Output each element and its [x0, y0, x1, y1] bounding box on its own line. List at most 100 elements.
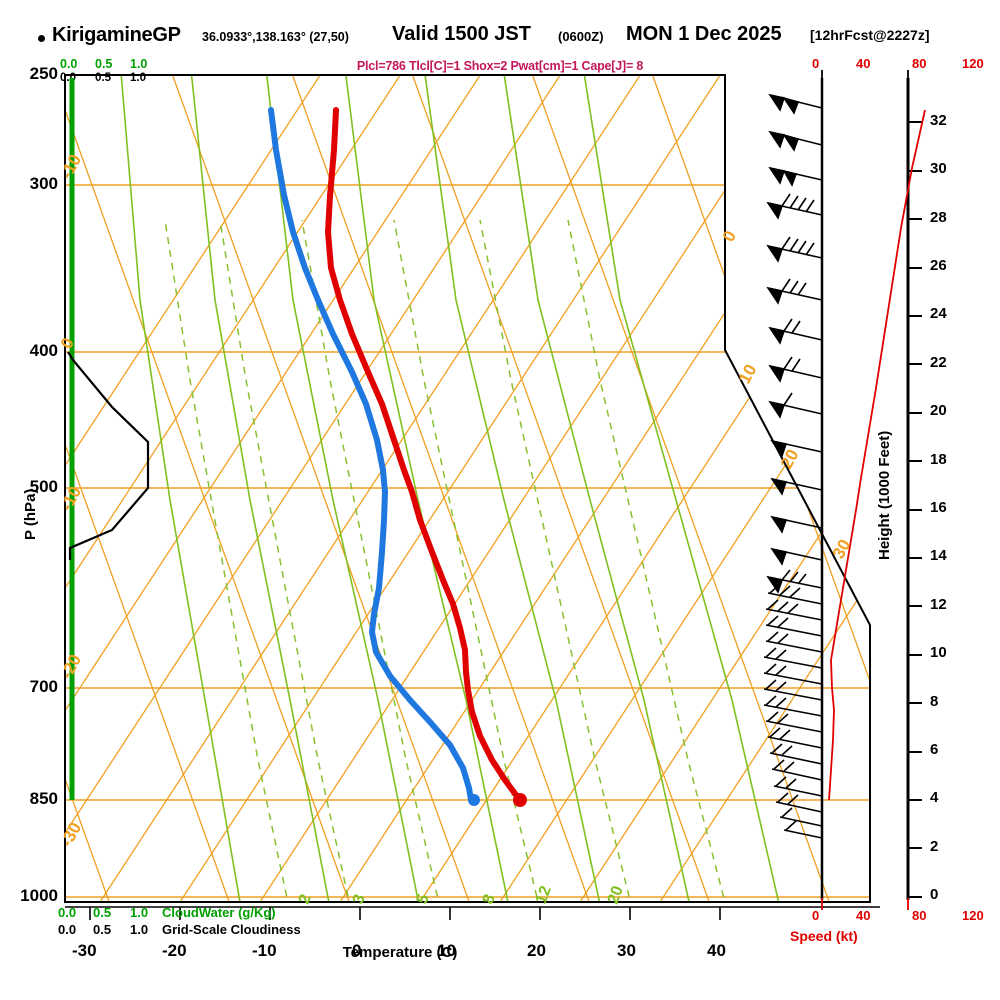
speed-axis-title: Speed (kt) [790, 928, 858, 944]
valid-date: MON 1 Dec 2025 [626, 23, 782, 45]
height-tick-22: 22 [930, 354, 947, 371]
height-tick-30: 30 [930, 160, 947, 177]
temperature-tick-0: 0 [352, 941, 362, 960]
dewpoint-trace [268, 107, 474, 803]
speed-bottom-tick-2: 80 [912, 908, 927, 923]
temperature-tick--30: -30 [72, 941, 97, 960]
wind-barb [768, 93, 823, 115]
wind-barb [766, 569, 823, 594]
wind-barb [770, 477, 823, 496]
wind-barb [771, 759, 823, 781]
height-tick-6: 6 [930, 741, 939, 758]
wind-barb [768, 166, 823, 187]
wind-barb [768, 356, 823, 383]
wind-barb [769, 743, 823, 765]
wind-barbs [763, 93, 823, 839]
wind-barb [767, 727, 823, 749]
height-tick-14: 14 [930, 547, 947, 564]
speed-top-tick-1: 40 [856, 56, 871, 71]
cloudwater-scale-label: CloudWater (g/Kg) [162, 905, 276, 920]
temperature-ticks [89, 907, 721, 920]
isotherm-label--10: -10 [57, 151, 85, 182]
wind-barb [770, 439, 823, 458]
cloudwater-top-tick-1: 0.5 [95, 57, 113, 71]
station-name: KirigamineGP [52, 24, 181, 46]
temperature-surface-point [513, 793, 527, 807]
title-bar: KirigamineGP 36.0933°,138.163° (27,50) V… [0, 23, 1000, 50]
height-tick-2: 2 [930, 838, 939, 855]
valid-time-zulu: (0600Z) [558, 29, 604, 44]
temperature-tick--20: -20 [162, 941, 187, 960]
isotherm-value-labels: -30 -20 -10 -10 0 0 10 20 30 [57, 151, 855, 850]
temperature-axis-title: Temperature (C) [342, 944, 458, 961]
wind-barb [783, 820, 823, 839]
cloudwater-bottom-tick-2: 1.0 [130, 905, 149, 920]
mixing-ratio-label-2: 2 [296, 892, 315, 906]
wind-barb [766, 278, 823, 305]
pressure-tick-400: 400 [29, 341, 58, 360]
plot-border [64, 74, 871, 903]
height-tick-20: 20 [930, 402, 947, 419]
wind-barb [775, 792, 823, 813]
speed-bottom-tick-0: 0 [812, 908, 820, 923]
mixing-ratio-label-5: 5 [414, 892, 433, 906]
wind-barb [768, 392, 823, 419]
wind-barb [766, 193, 823, 220]
wind-barb [768, 130, 823, 152]
temperature-tick-30: 30 [617, 941, 636, 960]
cloudwater-bottom-tick-1: 0.5 [93, 905, 112, 920]
temperature-tick-40: 40 [707, 941, 726, 960]
wind-barb [770, 547, 823, 566]
height-tick-28: 28 [930, 209, 947, 226]
wind-barb [763, 679, 823, 701]
moist-adiabat-lines [119, 75, 793, 902]
wind-barb [767, 583, 823, 605]
pressure-tick-500: 500 [29, 477, 58, 496]
valid-time: Valid 1500 JST [392, 23, 531, 45]
wind-barb [763, 695, 823, 717]
cloudwater-top-tick-2: 1.0 [130, 57, 148, 71]
isotherm-label-10: 10 [735, 361, 761, 387]
wind-barb [763, 647, 823, 669]
pressure-tick-700: 700 [29, 677, 58, 696]
height-axis-title: Height (1000 Feet) [876, 430, 893, 560]
height-tick-4: 4 [930, 789, 939, 806]
speed-top-tick-0: 0 [812, 56, 820, 71]
isotherm-label-0a: 0 [57, 335, 78, 352]
temperature-trace [325, 107, 523, 803]
stability-indices: Plcl=786 Tlcl[C]=1 Shox=2 Pwat[cm]=1 Cap… [356, 59, 644, 73]
isotherm-label--20: -20 [57, 651, 85, 682]
wind-speed-trace [828, 109, 926, 801]
cloudwater-bottom-tick-0: 0.0 [58, 905, 77, 920]
speed-top-tick-3: 120 [962, 56, 984, 71]
speed-bottom-tick-3: 120 [962, 908, 984, 923]
pressure-tick-850: 850 [29, 789, 58, 808]
cloudiness-trace [67, 351, 150, 560]
height-tick-0: 0 [930, 886, 939, 903]
speed-top-tick-2: 80 [912, 56, 927, 71]
cloudiness-bottom-tick-2: 1.0 [130, 922, 149, 937]
pressure-tick-250: 250 [29, 64, 58, 83]
pressure-tick-1000: 1000 [20, 886, 58, 905]
pressure-tick-300: 300 [29, 174, 58, 193]
dewpoint-surface-point [468, 794, 480, 806]
wind-barb [765, 599, 823, 621]
pressure-axis-title: P (hPa) [22, 488, 39, 540]
mixing-ratio-label-8: 8 [480, 892, 499, 906]
height-ticks [908, 121, 922, 898]
wind-barb [765, 615, 823, 637]
wind-barb [766, 236, 823, 263]
cloudiness-bottom-tick-0: 0.0 [58, 922, 77, 937]
mixing-ratio-label-20: 20 [605, 884, 627, 907]
mixing-ratio-label-12: 12 [533, 884, 555, 907]
speed-tick-marks [821, 898, 909, 910]
wind-barb [768, 318, 823, 345]
mixing-ratio-label-3: 3 [350, 892, 369, 906]
wind-barb [765, 631, 823, 653]
height-tick-10: 10 [930, 644, 947, 661]
wind-barb [763, 663, 823, 685]
height-tick-32: 32 [930, 112, 947, 129]
height-tick-26: 26 [930, 257, 947, 274]
height-tick-16: 16 [930, 499, 947, 516]
